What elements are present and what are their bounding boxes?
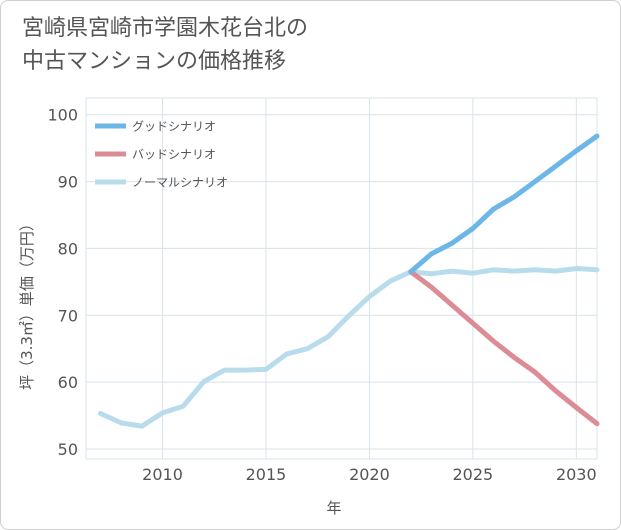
legend-label-1: バッドシナリオ (132, 148, 216, 162)
chart-title-line1: 宮崎県宮崎市学園木花台北の (22, 16, 309, 41)
y-axis-title: 坪（3.3㎡）単価（万円） (18, 216, 36, 390)
y-tick-label: 70 (58, 306, 78, 325)
grid (85, 97, 598, 460)
series-group (98, 133, 600, 429)
legend-label-0: グッドシナリオ (132, 120, 216, 134)
y-tick-label: 60 (58, 373, 78, 392)
x-tick-label: 2030 (556, 465, 597, 484)
x-axis-title: 年 (326, 499, 341, 517)
chart-title-line2: 中古マンションの価格推移 (22, 49, 287, 74)
y-tick-label: 80 (58, 239, 78, 258)
y-tick-labels: 50 60 70 80 90 100 (47, 106, 78, 459)
x-tick-label: 2025 (453, 465, 494, 484)
series-line-0 (408, 133, 600, 275)
x-tick-label: 2015 (246, 465, 287, 484)
legend-label-2: ノーマルシナリオ (132, 176, 228, 190)
x-tick-labels: 2010 2015 2020 2025 2030 (142, 465, 596, 484)
y-tick-label: 50 (58, 440, 78, 459)
plot-area-border (85, 97, 598, 460)
series-line-2 (98, 266, 600, 429)
y-tick-label: 90 (58, 173, 78, 192)
y-tick-label: 100 (47, 106, 78, 125)
x-tick-label: 2010 (142, 465, 183, 484)
x-tick-label: 2020 (349, 465, 390, 484)
series-line-1 (408, 269, 600, 427)
chart-title: 宮崎県宮崎市学園木花台北の 中古マンションの価格推移 (22, 12, 308, 78)
